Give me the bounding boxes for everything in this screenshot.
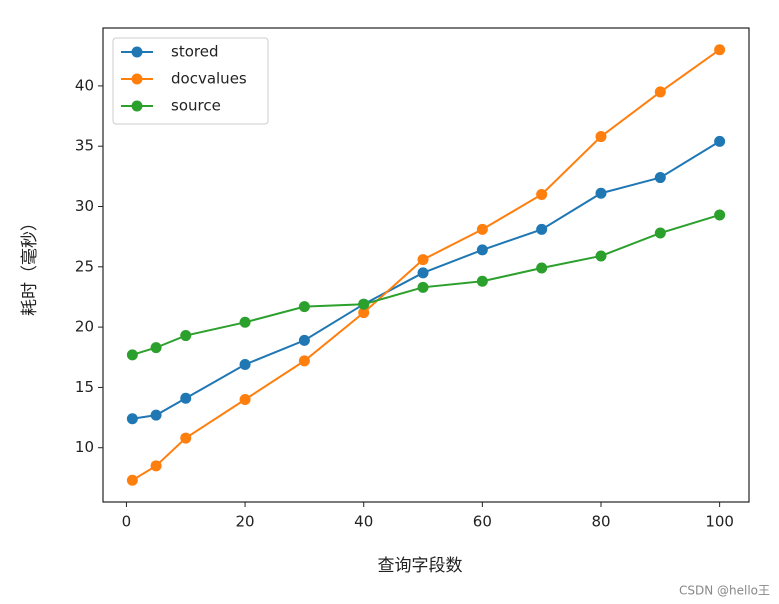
marker	[714, 135, 726, 147]
marker	[654, 86, 666, 98]
marker	[476, 244, 488, 256]
line	[131, 48, 721, 482]
marker	[714, 44, 726, 56]
marker	[595, 250, 607, 262]
legend-marker	[131, 73, 143, 85]
marker	[298, 334, 310, 346]
y-tick-label: 35	[75, 137, 94, 155]
y-tick-label: 20	[75, 318, 94, 336]
y-tick-label: 25	[75, 257, 94, 275]
marker	[476, 223, 488, 235]
x-axis-label: 查询字段数	[378, 556, 463, 576]
y-tick-label: 30	[75, 197, 94, 215]
y-tick-label: 40	[75, 76, 94, 94]
legend-label: docvalues	[171, 70, 247, 88]
marker	[239, 359, 251, 371]
x-tick-label: 60	[473, 513, 492, 531]
marker	[476, 275, 488, 287]
marker	[595, 131, 607, 143]
y-axis-label: 耗时（毫秒）	[20, 214, 40, 316]
legend-box	[112, 37, 269, 125]
marker	[298, 301, 310, 313]
x-tick-label: 80	[591, 513, 610, 531]
marker	[417, 281, 429, 293]
marker	[714, 209, 726, 221]
marker	[239, 393, 251, 405]
marker	[536, 223, 548, 235]
marker	[239, 316, 251, 328]
marker	[126, 413, 138, 425]
x-tick-label: 0	[122, 513, 132, 531]
marker	[595, 187, 607, 199]
marker	[150, 342, 162, 354]
x-tick-label: 40	[354, 513, 373, 531]
marker	[536, 188, 548, 200]
marker	[417, 267, 429, 279]
x-tick-label: 100	[705, 513, 734, 531]
legend-marker	[131, 46, 143, 58]
watermark: CSDN @hello王	[679, 584, 770, 598]
x-tick-label: 20	[236, 513, 255, 531]
legend-label: source	[171, 97, 221, 115]
y-tick-label: 10	[75, 438, 94, 456]
marker	[298, 355, 310, 367]
marker	[536, 262, 548, 274]
marker	[150, 409, 162, 421]
marker	[654, 172, 666, 184]
marker	[180, 330, 192, 342]
legend-marker	[131, 100, 143, 112]
marker	[417, 254, 429, 266]
plot-frame	[102, 27, 750, 503]
marker	[126, 349, 138, 361]
marker	[358, 298, 370, 310]
legend-label: stored	[171, 43, 218, 61]
marker	[180, 432, 192, 444]
marker	[654, 227, 666, 239]
y-tick-label: 15	[75, 378, 94, 396]
marker	[180, 392, 192, 404]
marker	[358, 307, 370, 319]
marker	[150, 460, 162, 472]
marker	[126, 474, 138, 486]
line	[132, 140, 721, 420]
